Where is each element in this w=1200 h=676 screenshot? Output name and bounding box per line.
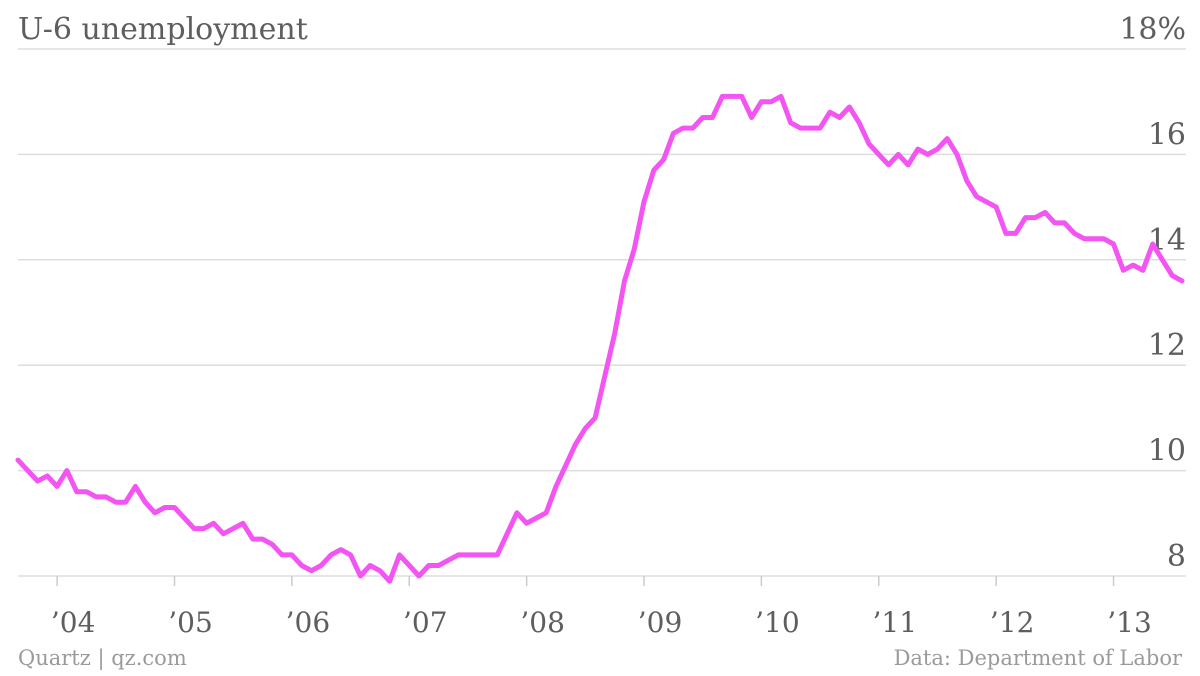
y-tick-label: 10 [1148,434,1186,469]
x-tick-label: ’07 [403,606,448,639]
series-group [15,93,1185,584]
x-tick-label: ’08 [520,606,565,639]
x-axis: ’04 ’05 ’06 ’07 ’08 ’09 ’10 ’11 ’12 ’13 [51,576,1152,639]
x-tick-label: ’05 [168,606,213,639]
x-tick-label: ’10 [755,606,800,639]
y-tick-label: 8 [1167,539,1186,574]
series-line-u6 [15,93,1185,584]
x-tick-label: ’13 [1107,606,1152,639]
gridlines [18,48,1186,577]
y-tick-label: 18% [1119,12,1186,47]
y-tick-label: 14 [1148,223,1186,258]
y-axis: 8 10 12 14 16 18% [1119,12,1186,574]
data-source: Data: Department of Labor [893,646,1182,670]
x-tick-label: ’04 [51,606,96,639]
x-tick-label: ’12 [990,606,1035,639]
x-tick-label: ’11 [873,606,918,639]
x-tick-label: ’06 [286,606,331,639]
y-tick-label: 16 [1148,117,1186,152]
chart-title: U-6 unemployment [18,12,308,47]
y-tick-label: 12 [1148,328,1186,363]
source-credit: Quartz | qz.com [18,646,187,670]
x-tick-label: ’09 [638,606,683,639]
